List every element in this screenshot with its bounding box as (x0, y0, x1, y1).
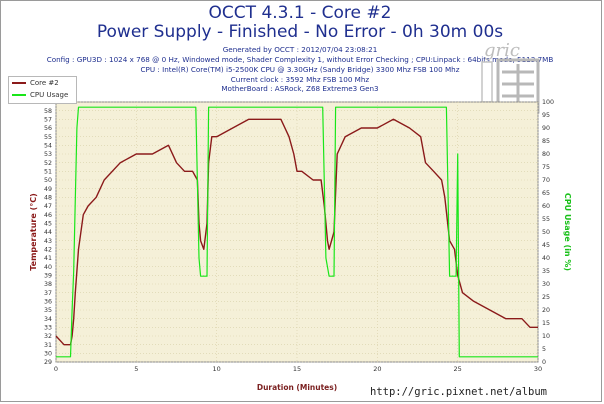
chart-title: OCCT 4.3.1 - Core #2 (208, 3, 392, 23)
y-tick-label: 44 (44, 229, 52, 236)
y2-tick-label: 100 (542, 99, 554, 106)
y-axis-left-label: Temperature (°C) (29, 193, 38, 271)
y2-tick-label: 80 (542, 151, 550, 158)
y-tick-label: 56 (44, 125, 52, 132)
y-tick-label: 29 (44, 359, 52, 366)
y2-tick-label: 95 (542, 112, 550, 119)
cpu-info: CPU : Intel(R) Core(TM) i5-2500K CPU @ 3… (140, 65, 460, 74)
series-line-core2 (55, 118, 538, 346)
y2-tick-label: 60 (542, 203, 550, 210)
y-tick-label: 43 (44, 238, 52, 245)
y-tick-label: 31 (44, 342, 52, 349)
y-tick-label: 30 (44, 351, 52, 358)
y2-tick-label: 40 (542, 255, 550, 262)
y2-tick-label: 15 (542, 320, 550, 327)
clock-info: Current clock : 3592 Mhz FSB 100 Mhz (230, 75, 370, 84)
y-tick-label: 39 (44, 273, 52, 280)
y-tick-label: 38 (44, 281, 52, 288)
y2-tick-label: 20 (542, 307, 550, 314)
chart-subtitle: Power Supply - Finished - No Error - 0h … (96, 22, 504, 42)
y2-tick-label: 10 (542, 333, 550, 340)
chart-legend: Core #2 CPU Usage (8, 76, 77, 104)
y2-tick-label: 5 (542, 346, 546, 353)
series-layer (55, 106, 538, 358)
gric-watermark-logo: gric (481, 40, 540, 114)
y-tick-label: 36 (44, 299, 52, 306)
y2-tick-label: 50 (542, 229, 550, 236)
x-tick-label: 20 (373, 365, 381, 373)
y-tick-label: 58 (44, 108, 52, 115)
legend-item-cpu-usage: CPU Usage (12, 90, 68, 101)
x-tick-label: 5 (134, 365, 138, 373)
y-tick-label: 42 (44, 247, 52, 254)
y-tick-label: 32 (44, 333, 52, 340)
y-tick-label: 34 (44, 316, 52, 323)
y-tick-label: 52 (44, 160, 52, 167)
y2-tick-label: 35 (542, 268, 550, 275)
y-axis-right: 0 5 10 15 20 25 30 35 40 45 50 55 60 65 70 75 80 85 90 95 10… (542, 99, 554, 366)
y-axis-right-label: CPU Usage (in %) (563, 193, 572, 271)
y2-tick-label: 75 (542, 164, 550, 171)
y2-tick-label: 70 (542, 177, 550, 184)
x-axis-label: Duration (Minutes) (257, 383, 337, 392)
y2-tick-label: 55 (542, 216, 550, 223)
y2-tick-label: 25 (542, 294, 550, 301)
legend-label-cpu-usage: CPU Usage (30, 91, 69, 99)
y2-tick-label: 65 (542, 190, 550, 197)
y-tick-label: 51 (44, 169, 52, 176)
y-tick-label: 41 (44, 255, 52, 262)
y-tick-label: 33 (44, 325, 52, 332)
x-tick-label: 25 (454, 365, 462, 373)
config-info: Config : GPU3D : 1024 x 768 @ 0 Hz, Wind… (46, 55, 554, 64)
y-tick-label: 53 (44, 151, 52, 158)
x-tick-label: 30 (534, 365, 542, 373)
y-tick-label: 37 (44, 290, 52, 297)
legend-item-core2: Core #2 (12, 78, 59, 89)
y-tick-label: 47 (44, 203, 52, 210)
y-tick-label: 46 (44, 212, 52, 219)
y2-tick-label: 90 (542, 125, 550, 132)
motherboard-info: MotherBoard : ASRock, Z68 Extreme3 Gen3 (221, 84, 379, 93)
y2-tick-label: 45 (542, 242, 550, 249)
y-tick-label: 54 (44, 143, 52, 150)
y-tick-label: 57 (44, 117, 52, 124)
x-tick-label: 10 (213, 365, 221, 373)
legend-label-core2: Core #2 (30, 79, 59, 87)
x-tick-label: 0 (54, 365, 58, 373)
y2-tick-label: 0 (542, 359, 546, 366)
y-tick-label: 50 (44, 177, 52, 184)
y-tick-label: 48 (44, 195, 52, 202)
y-tick-label: 45 (44, 221, 52, 228)
generated-info: Generated by OCCT : 2012/07/04 23:08:21 (222, 45, 378, 54)
y2-tick-label: 30 (542, 281, 550, 288)
y-tick-label: 40 (44, 264, 52, 271)
svg-text:gric: gric (484, 40, 520, 61)
y2-tick-label: 85 (542, 138, 550, 145)
y-tick-label: 55 (44, 134, 52, 141)
x-axis: 0 5 10 15 20 25 30 (54, 365, 542, 373)
watermark-url: http://gric.pixnet.net/album (370, 386, 548, 398)
grid-lines (55, 101, 539, 363)
y-tick-label: 35 (44, 307, 52, 314)
series-line-cpu-usage (56, 106, 538, 358)
x-tick-label: 15 (293, 365, 301, 373)
y-tick-label: 49 (44, 186, 52, 193)
